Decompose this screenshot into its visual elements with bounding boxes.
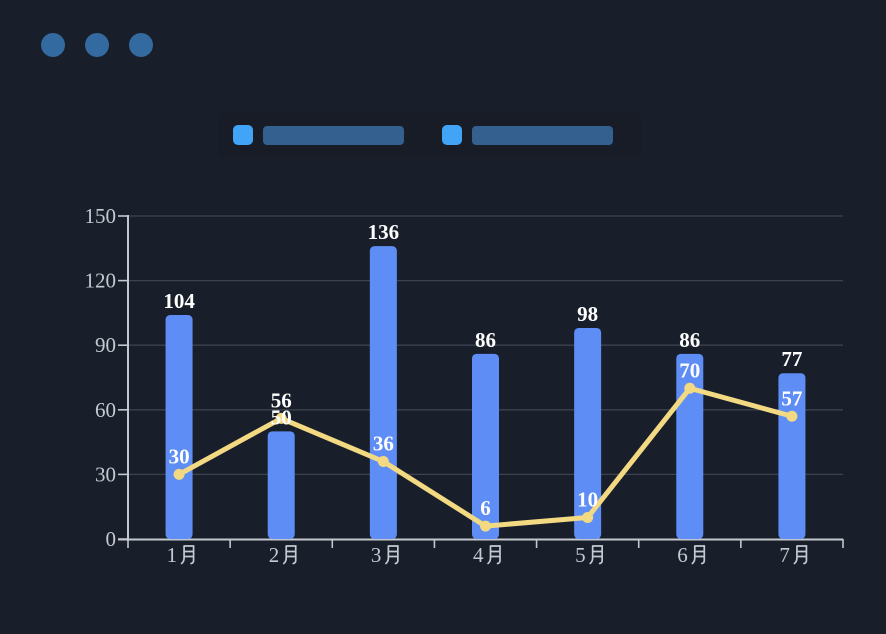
- y-axis-label-0: 0: [106, 527, 117, 551]
- line-value-label-1月: 30: [169, 444, 190, 468]
- month-glyph-yue: [487, 545, 501, 565]
- window-dot-1[interactable]: [41, 33, 65, 57]
- x-axis-label-digit-2月: 2: [269, 543, 280, 567]
- line-point-4月[interactable]: [480, 520, 491, 532]
- legend-swatch-icon: [442, 125, 462, 145]
- x-axis-label-digit-5月: 5: [575, 543, 586, 567]
- legend-label-pill: [263, 125, 404, 145]
- y-axis-label-90: 90: [95, 333, 116, 357]
- line-point-1月[interactable]: [173, 468, 185, 480]
- line-value-label-7月: 57: [781, 386, 802, 410]
- line-point-7月[interactable]: [786, 410, 798, 422]
- month-glyph-yue: [793, 545, 808, 565]
- month-glyph-yue: [691, 545, 706, 565]
- y-axis-label-150: 150: [85, 204, 117, 228]
- legend-item-bar-series[interactable]: [233, 125, 404, 145]
- x-axis-label-digit-7月: 7: [779, 543, 790, 567]
- y-axis-label-60: 60: [95, 398, 116, 422]
- line-value-label-4月: 6: [480, 496, 491, 520]
- line-value-label-2月: 56: [271, 388, 292, 412]
- x-axis-label-digit-3月: 3: [371, 543, 382, 567]
- legend-swatch-icon: [233, 125, 253, 145]
- line-value-label-3月: 36: [373, 431, 394, 455]
- bar-value-label-3月: 136: [368, 220, 400, 244]
- legend-item-line-series[interactable]: [442, 125, 613, 145]
- x-axis-label-digit-1月: 1: [167, 543, 178, 567]
- chart-legend: [219, 113, 641, 157]
- bar-value-label-6月: 86: [679, 328, 700, 352]
- x-axis-label-digit-4月: 4: [473, 543, 484, 567]
- window-dot-2[interactable]: [85, 33, 109, 57]
- bar-value-label-4月: 86: [475, 328, 496, 352]
- bar-value-label-5月: 98: [577, 302, 598, 326]
- month-glyph-yue: [589, 545, 603, 565]
- bar-value-label-2月: 50: [271, 405, 292, 429]
- window-controls: [41, 33, 153, 57]
- x-axis-label-digit-6月: 6: [677, 543, 688, 567]
- bar-3月[interactable]: [369, 246, 397, 539]
- bar-value-label-7月: 77: [781, 347, 802, 371]
- line-point-2月[interactable]: [275, 412, 287, 424]
- line-value-label-5月: 10: [577, 487, 598, 511]
- month-glyph-yue: [180, 545, 195, 565]
- line-point-3月[interactable]: [377, 455, 389, 467]
- line-point-5月[interactable]: [582, 511, 594, 523]
- y-axis-label-30: 30: [95, 462, 116, 486]
- legend-label-pill: [472, 125, 613, 145]
- bar-value-label-1月: 104: [163, 289, 195, 313]
- line-value-label-6月: 70: [679, 358, 700, 382]
- line-point-6月[interactable]: [684, 382, 696, 394]
- bar-1月[interactable]: [165, 315, 193, 539]
- y-axis-label-120: 120: [85, 269, 117, 293]
- month-glyph-yue: [385, 545, 399, 565]
- bar-4月[interactable]: [472, 353, 499, 539]
- window-dot-3[interactable]: [129, 33, 153, 57]
- month-glyph-yue: [282, 545, 297, 565]
- bar-2月[interactable]: [267, 431, 295, 539]
- bar-5月[interactable]: [574, 327, 602, 539]
